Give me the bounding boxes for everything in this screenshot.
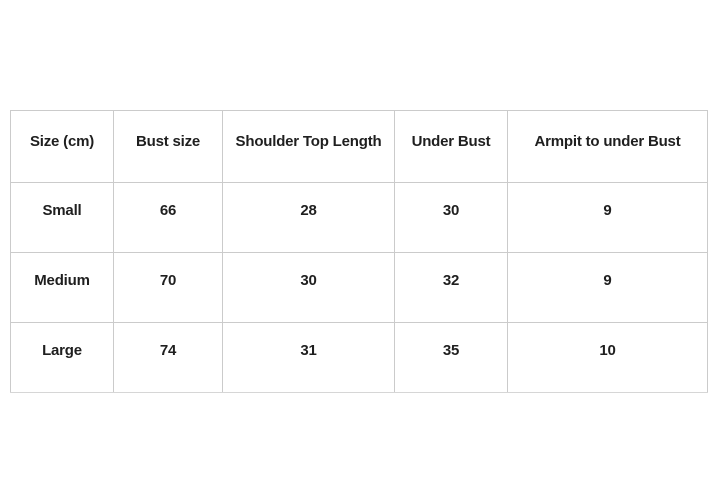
value-cell: 30 [394,182,508,253]
size-label-cell: Small [10,182,114,253]
size-label-cell: Medium [10,252,114,323]
value-cell: 10 [507,322,708,393]
value-cell: 31 [222,322,395,393]
value-cell: 70 [113,252,223,323]
value-cell: 74 [113,322,223,393]
header-row: Size (cm) Bust size Shoulder Top Length … [10,110,708,183]
header-cell-under-bust: Under Bust [394,110,508,183]
table-row-large: Large 74 31 35 10 [10,322,708,393]
header-cell-size: Size (cm) [10,110,114,183]
size-label-cell: Large [10,322,114,393]
value-cell: 9 [507,252,708,323]
header-cell-bust-size: Bust size [113,110,223,183]
value-cell: 32 [394,252,508,323]
table-row-small: Small 66 28 30 9 [10,182,708,253]
header-cell-armpit-to-under-bust: Armpit to under Bust [507,110,708,183]
value-cell: 30 [222,252,395,323]
table-row-medium: Medium 70 30 32 9 [10,252,708,323]
size-chart-table: Size (cm) Bust size Shoulder Top Length … [10,110,708,393]
value-cell: 66 [113,182,223,253]
value-cell: 28 [222,182,395,253]
header-cell-shoulder-top-length: Shoulder Top Length [222,110,395,183]
value-cell: 35 [394,322,508,393]
value-cell: 9 [507,182,708,253]
